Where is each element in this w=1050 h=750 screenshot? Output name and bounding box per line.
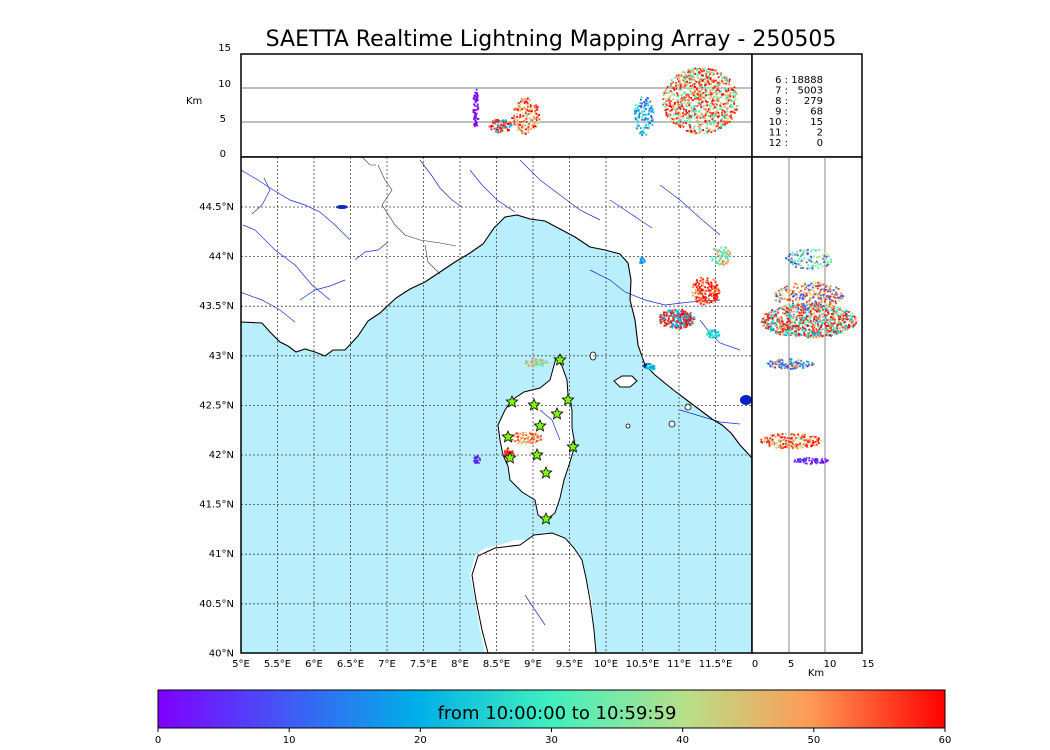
- station-star-icon: [533, 418, 547, 432]
- side-xtick-15: 15: [862, 659, 875, 670]
- station-star-icon: [503, 450, 517, 464]
- top-altitude-panel: 15 10 5 0 Km: [186, 43, 753, 160]
- station-star-icon: [527, 397, 541, 411]
- longitude-ticks: 5°E 5.5°E 6°E 6.5°E 7°E 7.5°E 8°E 8.5°E 9°E 9.5°E…: [232, 659, 732, 670]
- station-markers: [501, 352, 580, 525]
- lon-tick-label: 6.5°E: [337, 659, 364, 670]
- elba-island: [613, 375, 638, 388]
- side-xtick-0: 0: [752, 659, 758, 670]
- lon-tick-label: 7.5°E: [410, 659, 437, 670]
- stat-count: 15: [810, 117, 823, 128]
- side-panel-scatter: [760, 248, 858, 465]
- top-panel-scatter: [472, 67, 739, 137]
- sardinia-island: [471, 532, 597, 653]
- giglio-island: [684, 403, 692, 411]
- lon-tick-label: 11.5°E: [699, 659, 733, 670]
- lon-tick-label: 9°E: [524, 659, 542, 670]
- lat-tick-label: 42.5°N: [199, 400, 234, 411]
- top-ytick-0: 0: [220, 149, 226, 160]
- montecristo-island: [668, 420, 676, 428]
- station-star-icon: [566, 439, 580, 453]
- lon-tick-label: 5.5°E: [264, 659, 291, 670]
- rivers: [241, 159, 741, 626]
- lat-tick-label: 40°N: [209, 648, 234, 659]
- station-star-icon: [561, 392, 575, 406]
- map-lightning-scatter: [473, 246, 732, 464]
- colorbar-tick-label: 10: [283, 735, 296, 746]
- lat-tick-label: 41.5°N: [199, 500, 234, 511]
- top-ylabel: Km: [186, 96, 202, 107]
- lat-tick-label: 44.5°N: [199, 202, 234, 213]
- station-star-icon: [505, 394, 519, 408]
- lon-tick-label: 6°E: [305, 659, 323, 670]
- colorbar-tick-label: 20: [414, 735, 427, 746]
- lon-tick-label: 10°E: [594, 659, 618, 670]
- top-ytick-15: 15: [218, 43, 231, 54]
- pianosa-island: [625, 423, 631, 429]
- lat-tick-label: 42°N: [209, 450, 234, 461]
- station-star-icon: [501, 429, 515, 443]
- map-panel: 5°E 5.5°E 6°E 6.5°E 7°E 7.5°E 8°E 8.5°E 9°E 9.5°E…: [199, 156, 753, 670]
- lon-tick-label: 5°E: [232, 659, 250, 670]
- lat-tick-label: 41°N: [209, 549, 234, 560]
- stat-level: 11 :: [769, 128, 788, 139]
- colorbar-tick-label: 50: [807, 735, 820, 746]
- station-star-icon: [539, 511, 553, 525]
- lake-bolsena: [740, 395, 752, 405]
- stat-count: 18888: [791, 75, 823, 86]
- side-altitude-panel: 0 5 10 15 Km: [751, 156, 875, 679]
- station-star-icon: [550, 406, 564, 420]
- lat-tick-label: 44°N: [209, 252, 234, 263]
- stat-level: 9 :: [775, 107, 788, 118]
- lat-tick-label: 43°N: [209, 351, 234, 362]
- station-star-icon: [553, 352, 567, 366]
- top-ytick-5: 5: [220, 114, 226, 125]
- colorbar-tick-label: 60: [939, 735, 952, 746]
- stat-count: 279: [804, 96, 823, 107]
- colorbar-ticks: 0 10 20 30 40 50 60: [155, 728, 952, 746]
- stat-count: 2: [817, 128, 823, 139]
- lat-tick-label: 43.5°N: [199, 301, 234, 312]
- latitude-ticks: 44.5°N 44°N 43.5°N 43°N 42.5°N 42°N 41.5°N 41°N…: [199, 202, 234, 659]
- lon-tick-label: 10.5°E: [626, 659, 660, 670]
- lon-tick-label: 8.5°E: [483, 659, 510, 670]
- stat-count: 5003: [798, 86, 823, 97]
- stat-level: 7 :: [775, 86, 788, 97]
- stat-level: 6 :: [775, 75, 788, 86]
- station-star-icon: [530, 447, 544, 461]
- stat-count: 68: [810, 107, 823, 118]
- stat-count: 0: [817, 138, 823, 149]
- coastline: [241, 214, 752, 459]
- top-ytick-10: 10: [218, 79, 231, 90]
- side-xtick-5: 5: [788, 659, 794, 670]
- stat-level: 10 :: [769, 117, 788, 128]
- lon-tick-label: 8°E: [451, 659, 469, 670]
- colorbar: from 10:00:00 to 10:59:59 0 10 20 30 40 50 60: [155, 689, 952, 746]
- stat-level: 12 :: [769, 138, 788, 149]
- station-star-icon: [539, 465, 553, 479]
- colorbar-tick-label: 0: [155, 735, 161, 746]
- lon-tick-label: 9.5°E: [556, 659, 583, 670]
- stat-level: 8 :: [775, 96, 788, 107]
- lon-tick-label: 7°E: [378, 659, 396, 670]
- side-xtick-10: 10: [824, 659, 837, 670]
- colorbar-tick-label: 40: [676, 735, 689, 746]
- figure-title: SAETTA Realtime Lightning Mapping Array …: [266, 27, 837, 52]
- side-xlabel: Km: [808, 668, 824, 679]
- lat-tick-label: 40.5°N: [199, 599, 234, 610]
- borders: [361, 157, 457, 275]
- lon-tick-label: 11°E: [667, 659, 691, 670]
- colorbar-tick-label: 30: [545, 735, 558, 746]
- colorbar-label: from 10:00:00 to 10:59:59: [438, 703, 677, 724]
